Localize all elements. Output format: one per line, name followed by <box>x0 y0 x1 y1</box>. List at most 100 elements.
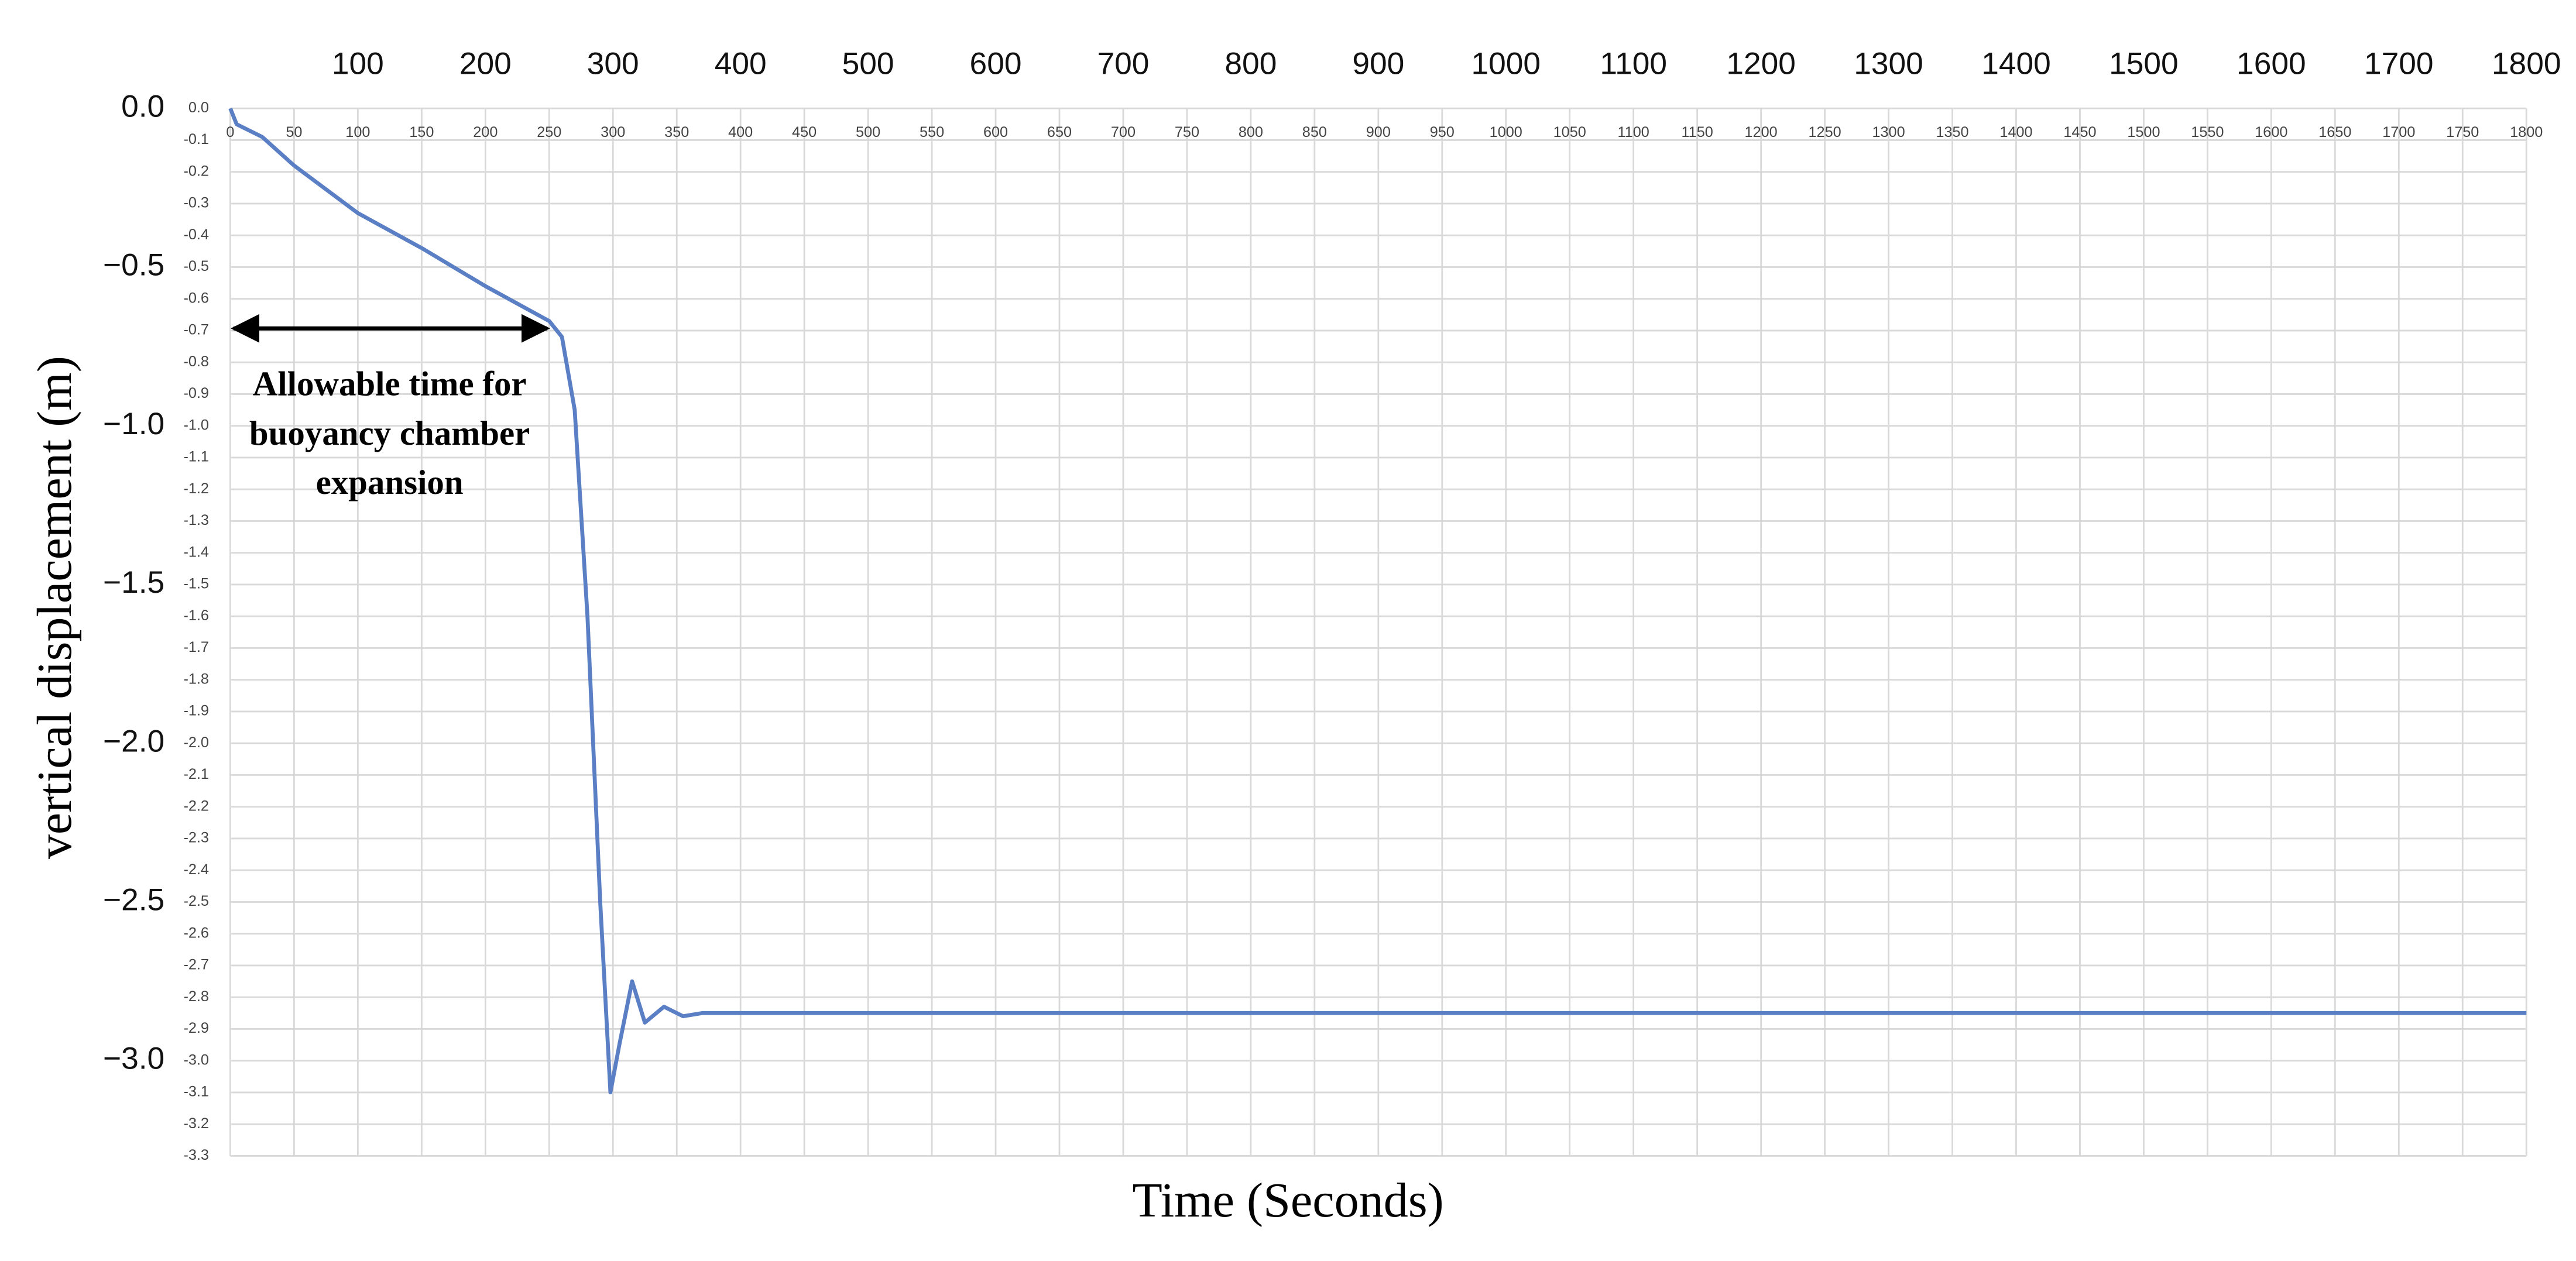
x-tick-label: 450 <box>792 124 817 140</box>
y-tick-label: -1.0 <box>183 417 209 433</box>
y-tick-label: -2.6 <box>183 925 209 941</box>
y-tick-label: -0.6 <box>183 290 209 306</box>
x-tick-label: 600 <box>983 124 1008 140</box>
y-tick-label: -2.8 <box>183 988 209 1005</box>
y-tick-label: -3.1 <box>183 1084 209 1100</box>
x2-tick-label: 100 <box>332 46 384 81</box>
x-tick-label: 1700 <box>2382 124 2415 140</box>
x-tick-label: 550 <box>920 124 944 140</box>
y-tick-label: -2.0 <box>183 734 209 751</box>
x2-tick-label: 800 <box>1224 46 1277 81</box>
y-tick-label: -0.8 <box>183 353 209 370</box>
x2-tick-label: 700 <box>1097 46 1149 81</box>
annotation-text: Allowable time for <box>253 365 527 403</box>
y-tick-label: -1.7 <box>183 639 209 655</box>
y-tick-label: -2.9 <box>183 1020 209 1036</box>
x2-tick-label: 1700 <box>2364 46 2434 81</box>
y-tick-label: -0.2 <box>183 163 209 179</box>
y-tick-label: -1.4 <box>183 544 209 560</box>
y2-tick-label: 0.0 <box>121 89 164 123</box>
x-tick-label: 1200 <box>1745 124 1778 140</box>
x-tick-label: 1250 <box>1809 124 1841 140</box>
x2-tick-label: 200 <box>459 46 512 81</box>
x-tick-label: 350 <box>664 124 689 140</box>
x-tick-label: 1150 <box>1682 124 1713 140</box>
y-tick-label: -0.4 <box>183 226 209 243</box>
data-line <box>228 107 2527 1095</box>
x-tick-label: 700 <box>1111 124 1136 140</box>
y-tick-label: -1.8 <box>183 671 209 687</box>
y-tick-label: -2.3 <box>183 830 209 846</box>
y-tick-label: -1.6 <box>183 607 209 624</box>
y-tick-label: -1.1 <box>183 449 209 465</box>
annotation-text: buoyancy chamber <box>249 414 530 452</box>
x-tick-label: 250 <box>537 124 561 140</box>
x-tick-label: 1500 <box>2127 124 2160 140</box>
x2-tick-label: 1000 <box>1471 46 1541 81</box>
annotation-text: expansion <box>316 463 464 501</box>
y2-tick-label: −0.5 <box>103 248 164 283</box>
x2-tick-label: 1200 <box>1726 46 1796 81</box>
x-tick-label: 1550 <box>2191 124 2224 140</box>
y-tick-label: -2.1 <box>183 766 209 782</box>
y-tick-label: -1.5 <box>183 576 209 592</box>
x-axis-title: Time (Seconds) <box>1132 1173 1443 1228</box>
x-tick-label: 1600 <box>2255 124 2287 140</box>
y-tick-label: -1.9 <box>183 703 209 719</box>
x-tick-label: 1400 <box>1999 124 2032 140</box>
x-tick-label: 1100 <box>1618 124 1649 140</box>
x-tick-label: 900 <box>1366 124 1391 140</box>
x2-tick-label: 300 <box>587 46 639 81</box>
x-tick-label: 800 <box>1239 124 1263 140</box>
x-tick-label: 50 <box>286 124 302 140</box>
x2-tick-label: 900 <box>1352 46 1404 81</box>
x2-tick-label: 600 <box>970 46 1022 81</box>
y2-tick-label: −3.0 <box>103 1042 164 1076</box>
y-axis-title: vertical displacement (m) <box>28 356 82 859</box>
x-tick-label: 850 <box>1302 124 1327 140</box>
x2-tick-label: 1300 <box>1854 46 1923 81</box>
x-tick-label: 1750 <box>2446 124 2479 140</box>
y2-tick-label: −2.5 <box>103 883 164 918</box>
x-tick-label: 1450 <box>2063 124 2096 140</box>
y-tick-label: -1.3 <box>183 512 209 528</box>
x-tick-label: 1300 <box>1872 124 1905 140</box>
y-tick-label: -0.1 <box>183 131 209 147</box>
x-tick-label: 650 <box>1047 124 1072 140</box>
x2-tick-label: 1100 <box>1600 46 1667 81</box>
x-tick-label: 1650 <box>2318 124 2351 140</box>
x-tick-label: 500 <box>856 124 880 140</box>
y-tick-label: -3.3 <box>183 1147 209 1163</box>
x-tick-label: 0 <box>226 124 234 140</box>
y2-tick-label: −1.0 <box>103 407 164 441</box>
x-tick-label: 1050 <box>1553 124 1586 140</box>
y-tick-label: -0.3 <box>183 195 209 211</box>
x2-tick-label: 1800 <box>2492 46 2561 81</box>
x2-tick-label: 500 <box>842 46 894 81</box>
grid <box>229 107 2527 1157</box>
x-tick-label: 1000 <box>1490 124 1522 140</box>
x-tick-label: 950 <box>1430 124 1455 140</box>
y-tick-label: -2.5 <box>183 893 209 909</box>
x-tick-label: 1800 <box>2510 124 2543 140</box>
x-tick-label: 150 <box>409 124 434 140</box>
y-tick-label: 0.0 <box>188 99 209 116</box>
y-tick-label: -0.7 <box>183 322 209 338</box>
x-tick-label: 400 <box>728 124 753 140</box>
x2-tick-label: 1400 <box>1981 46 2051 81</box>
x-tick-label: 1350 <box>1936 124 1968 140</box>
y-tick-label: -2.4 <box>183 861 209 878</box>
y2-tick-label: −1.5 <box>103 565 164 600</box>
y-tick-label: -0.5 <box>183 258 209 274</box>
x2-tick-label: 400 <box>715 46 767 81</box>
y-tick-label: -1.2 <box>183 480 209 497</box>
y-tick-label: -3.0 <box>183 1052 209 1068</box>
x-tick-label: 300 <box>601 124 625 140</box>
x-tick-label: 200 <box>473 124 498 140</box>
x2-tick-label: 1600 <box>2237 46 2306 81</box>
y-tick-label: -2.7 <box>183 957 209 973</box>
y-tick-label: -2.2 <box>183 798 209 814</box>
y-tick-label: -3.2 <box>183 1115 209 1132</box>
x-tick-label: 100 <box>345 124 370 140</box>
